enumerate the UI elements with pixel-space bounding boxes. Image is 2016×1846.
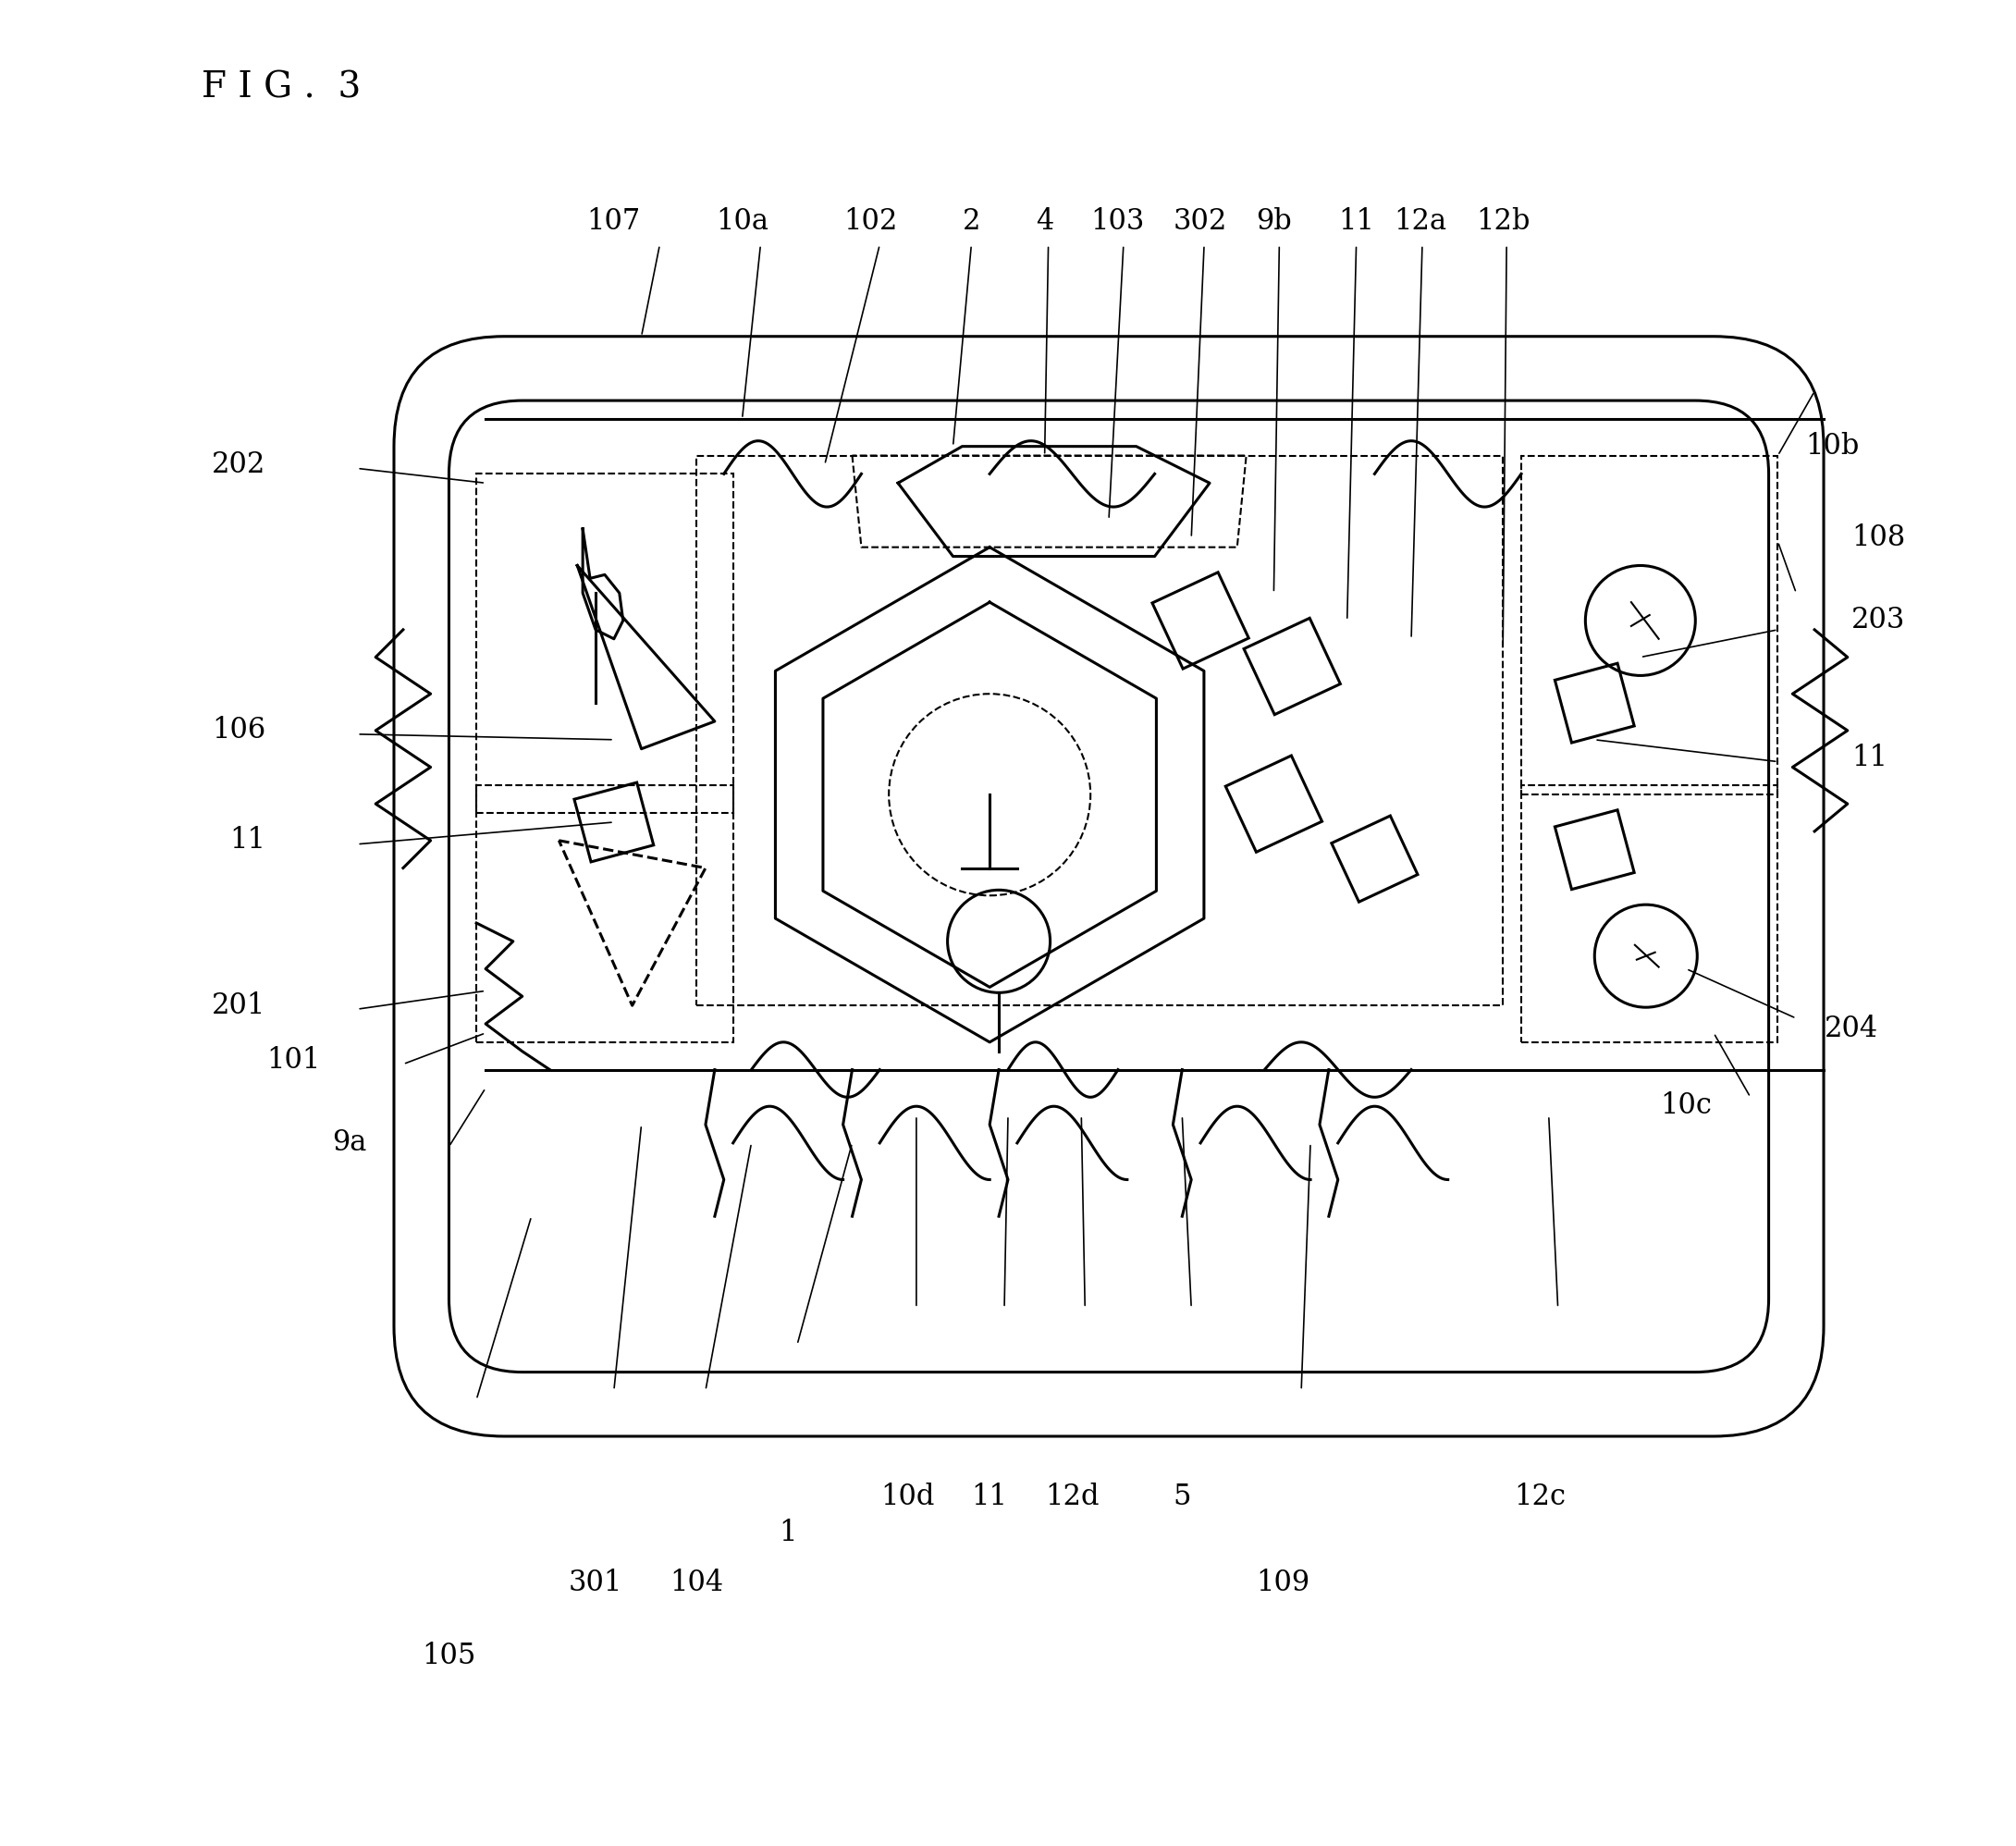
Text: 11: 11 — [972, 1482, 1008, 1510]
Bar — [476, 474, 734, 812]
Text: 12d: 12d — [1044, 1482, 1099, 1510]
Text: 301: 301 — [569, 1569, 623, 1597]
Text: 302: 302 — [1173, 207, 1228, 236]
Text: 204: 204 — [1824, 1015, 1879, 1043]
Text: 108: 108 — [1851, 524, 1905, 552]
Text: 101: 101 — [266, 1047, 321, 1074]
Bar — [1522, 456, 1778, 794]
Bar — [696, 456, 1502, 1006]
Text: 12b: 12b — [1476, 207, 1530, 236]
Bar — [1522, 786, 1778, 1043]
FancyBboxPatch shape — [393, 336, 1824, 1436]
Text: 107: 107 — [587, 207, 641, 236]
Text: 103: 103 — [1091, 207, 1145, 236]
Text: 5: 5 — [1173, 1482, 1191, 1510]
Text: F I G .  3: F I G . 3 — [202, 70, 361, 105]
Text: 10d: 10d — [881, 1482, 933, 1510]
Text: 106: 106 — [212, 716, 266, 744]
Text: 202: 202 — [212, 450, 266, 480]
Text: 2: 2 — [962, 207, 980, 236]
Text: 11: 11 — [1851, 744, 1887, 772]
Text: 9b: 9b — [1256, 207, 1292, 236]
Bar — [476, 786, 734, 1043]
Text: 11: 11 — [1339, 207, 1375, 236]
Text: 12c: 12c — [1514, 1482, 1566, 1510]
Text: 109: 109 — [1256, 1569, 1310, 1597]
Text: 102: 102 — [843, 207, 897, 236]
Text: 11: 11 — [230, 827, 266, 855]
Text: 12a: 12a — [1393, 207, 1447, 236]
Text: 10c: 10c — [1661, 1091, 1712, 1121]
Text: 104: 104 — [669, 1569, 724, 1597]
Text: 10b: 10b — [1806, 432, 1859, 462]
Text: 4: 4 — [1036, 207, 1054, 236]
Text: 9a: 9a — [333, 1128, 367, 1157]
Text: 203: 203 — [1851, 605, 1905, 635]
FancyBboxPatch shape — [450, 401, 1768, 1372]
Text: 201: 201 — [212, 991, 266, 1019]
Text: 10a: 10a — [716, 207, 768, 236]
Text: 1: 1 — [778, 1519, 796, 1547]
Text: 105: 105 — [421, 1641, 476, 1671]
